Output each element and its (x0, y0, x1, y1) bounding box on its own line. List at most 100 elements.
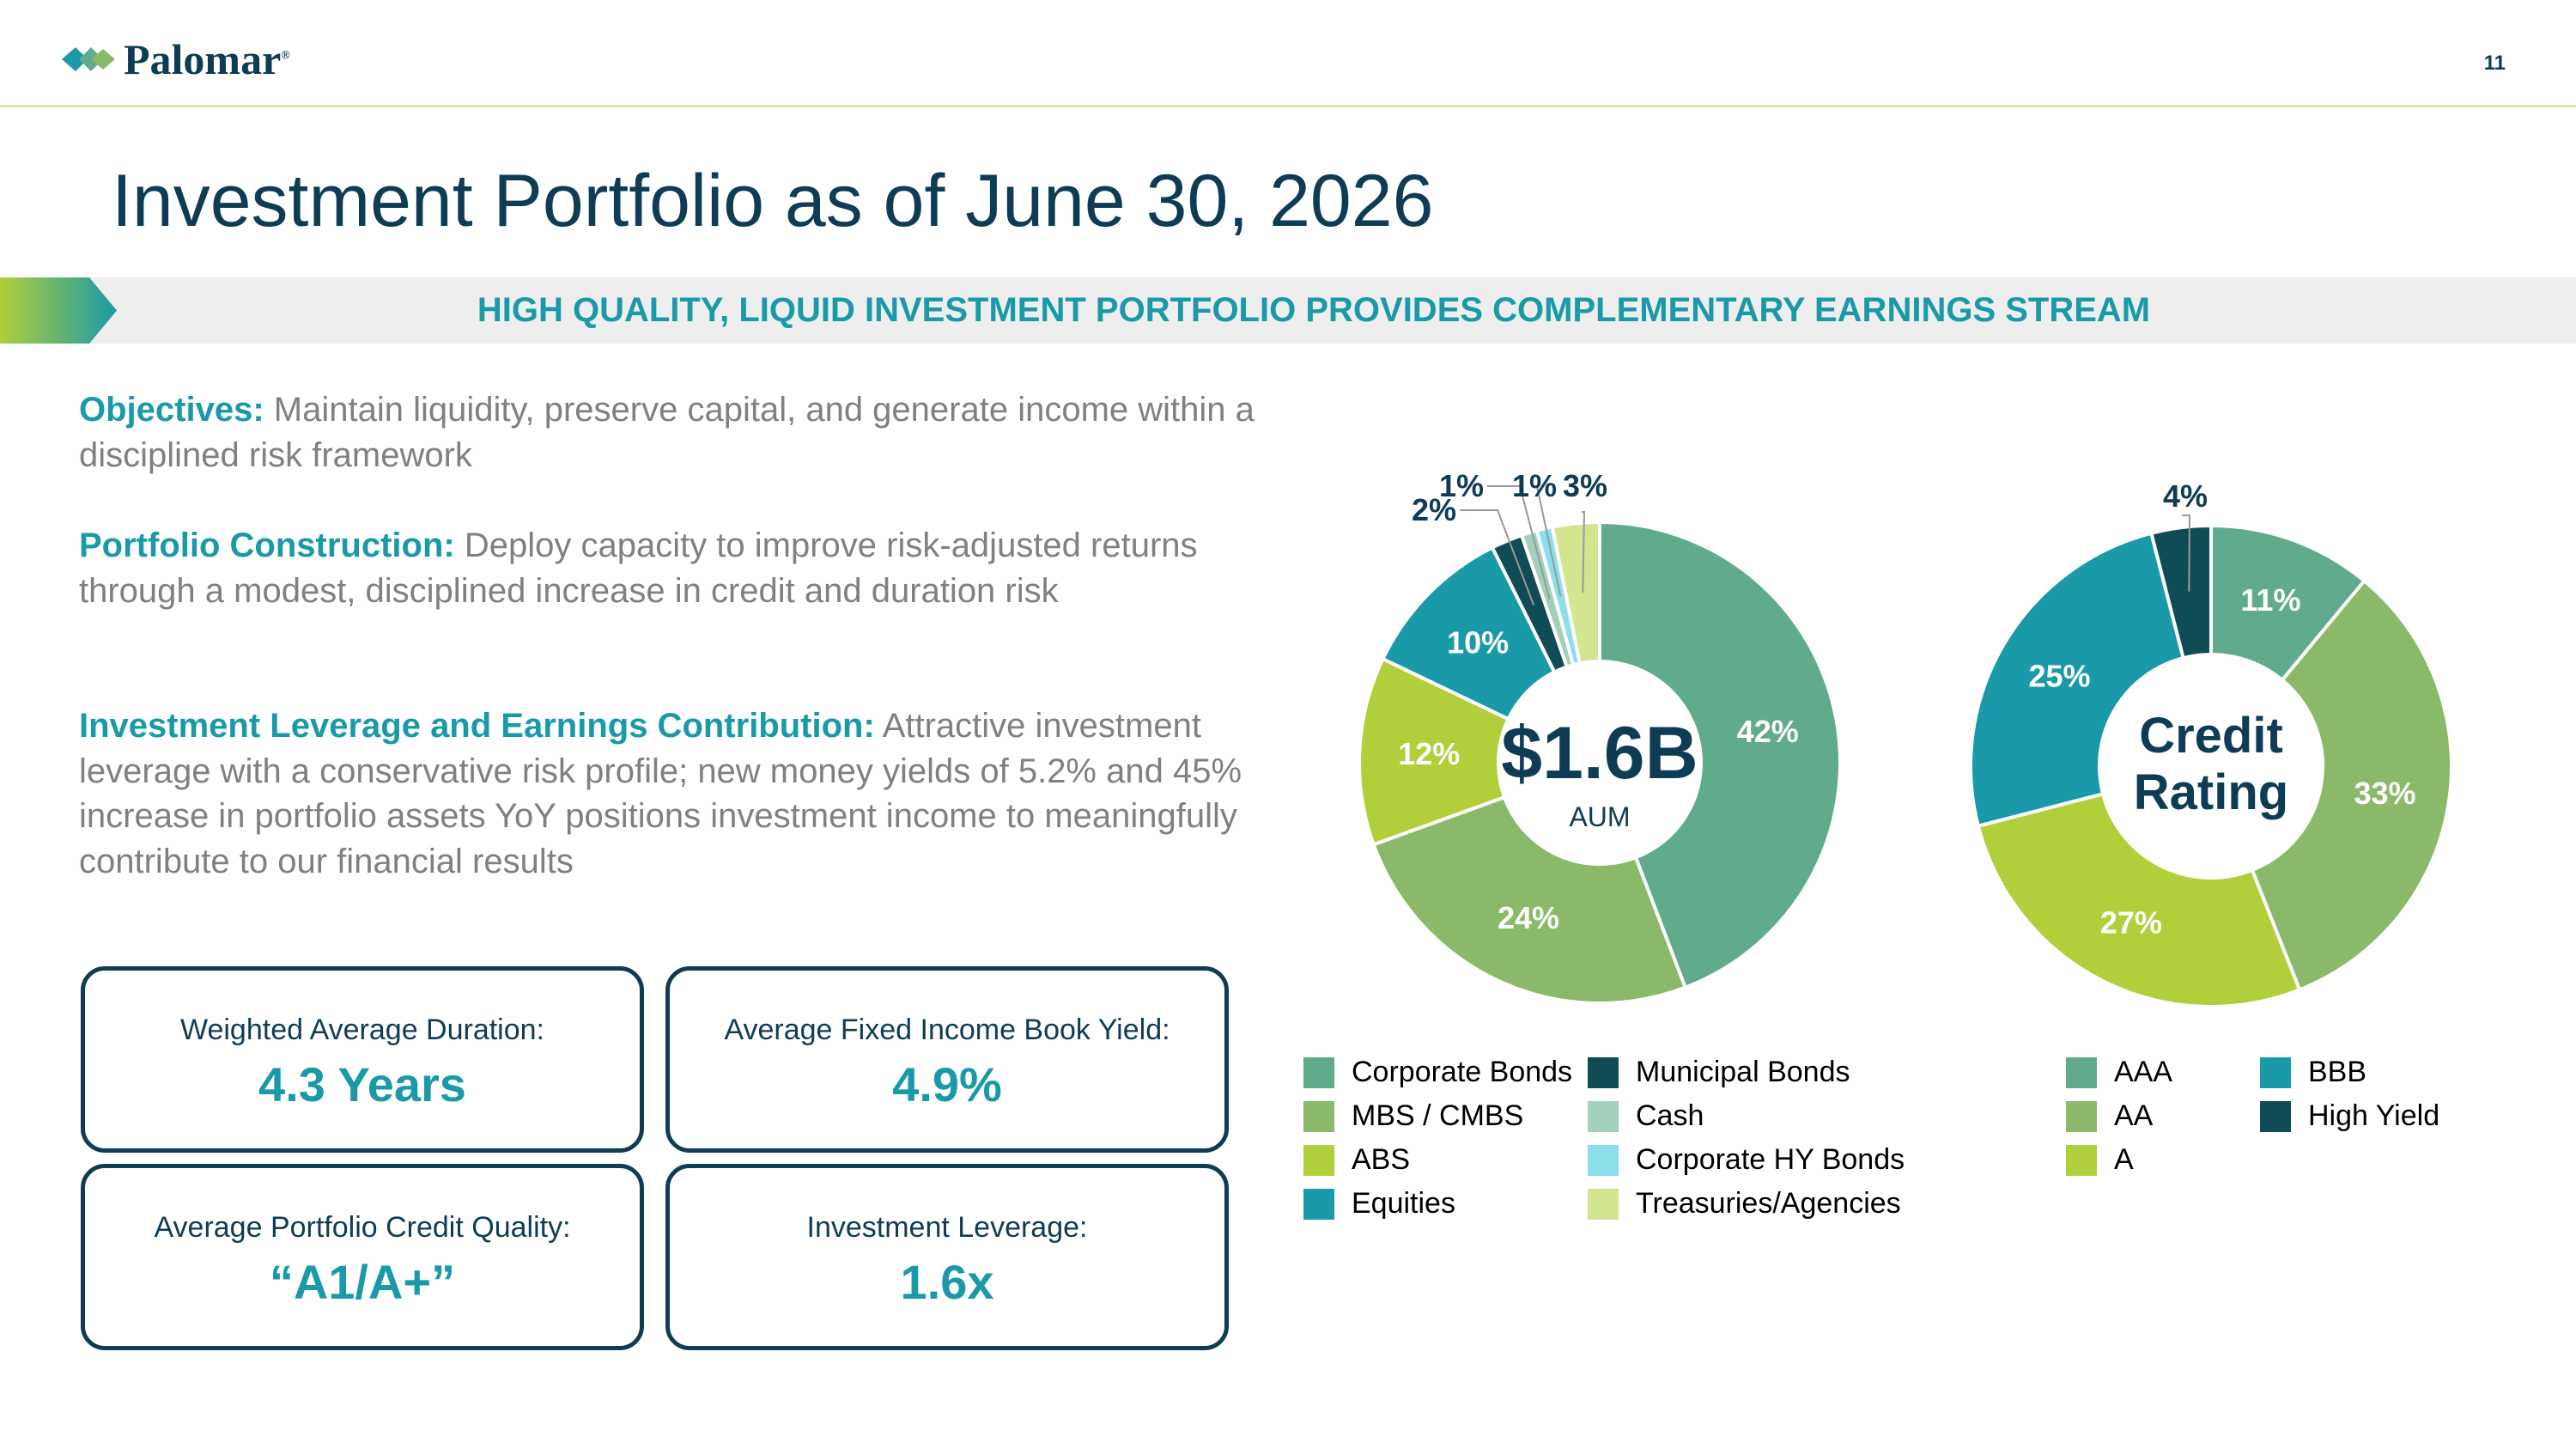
data-label-corporate-hy-bonds: 1% (1512, 468, 1557, 503)
kpi-duration-value: 4.3 Years (258, 1057, 466, 1111)
legend-label: Corporate Bonds (1352, 1056, 1573, 1088)
legend-item-aaa: AAA (2066, 1056, 2172, 1089)
legend-label: MBS / CMBS (1352, 1099, 1524, 1132)
legend-label: AA (2114, 1099, 2154, 1132)
leader-line-high-yield (2182, 514, 2191, 592)
legend-swatch (1588, 1100, 1619, 1132)
legend-item-municipal-bonds: Municipal Bonds (1588, 1056, 1850, 1089)
slice-aa (2250, 578, 2453, 992)
investment-leverage-heading: Investment Leverage and Earnings Contrib… (79, 707, 875, 745)
legend-label: A (2114, 1143, 2134, 1176)
data-label-cash: 1% (1439, 468, 1484, 503)
leader-line-cash (1487, 485, 1551, 600)
kpi-credit-quality-value: “A1/A+” (269, 1255, 456, 1309)
legend-label: BBB (2308, 1056, 2367, 1088)
legend-item-bbb: BBB (2260, 1056, 2366, 1089)
slice-a (1976, 791, 2302, 1008)
legend-swatch (2066, 1100, 2097, 1132)
legend-swatch (1588, 1056, 1619, 1088)
legend-swatch (2066, 1144, 2097, 1176)
leader-line-corporate-hy-bonds (1531, 485, 1562, 597)
legend-swatch (1303, 1188, 1334, 1220)
data-label-high-yield: 4% (2163, 478, 2208, 514)
slice-corporate-bonds (1598, 520, 1842, 990)
legend-item-equities: Equities (1303, 1187, 1455, 1221)
banner-text: HIGH QUALITY, LIQUID INVESTMENT PORTFOLI… (477, 291, 2151, 329)
banner-arrow-icon (0, 277, 117, 344)
legend-label: Cash (1636, 1099, 1704, 1132)
kpi-investment-leverage-label: Investment Leverage: (806, 1211, 1088, 1244)
page-title: Investment Portfolio as of June 30, 2026 (112, 160, 1434, 242)
subtitle-banner: HIGH QUALITY, LIQUID INVESTMENT PORTFOLI… (0, 277, 2576, 344)
investment-leverage-paragraph: Investment Leverage and Earnings Contrib… (79, 703, 1264, 884)
kpi-book-yield-value: 4.9% (892, 1057, 1002, 1111)
kpi-book-yield-label: Average Fixed Income Book Yield: (724, 1014, 1170, 1046)
slice-bbb (1969, 531, 2186, 829)
portfolio-construction-paragraph: Portfolio Construction: Deploy capacity … (79, 523, 1264, 613)
data-label-mbs-cmbs: 24% (1498, 900, 1559, 935)
legend-item-abs: ABS (1303, 1143, 1410, 1177)
legend-item-corporate-bonds: Corporate Bonds (1303, 1056, 1572, 1089)
legend-swatch (1303, 1144, 1334, 1176)
legend-label: High Yield (2308, 1099, 2440, 1132)
legend-item-treasuries-agencies: Treasuries/Agencies (1588, 1187, 1901, 1221)
slice-equities (1380, 545, 1557, 721)
data-label-municipal-bonds: 2% (1412, 492, 1456, 527)
slice-mbs-cmbs (1371, 795, 1688, 1005)
data-label-a: 27% (2100, 905, 2162, 941)
slice-treasuries-agencies (1550, 520, 1601, 666)
objectives-heading: Objectives: (79, 391, 264, 429)
palomar-logo: Palomar® (62, 34, 290, 84)
slice-abs (1357, 656, 1511, 847)
data-label-corporate-bonds: 42% (1737, 714, 1799, 749)
legend-label: Corporate HY Bonds (1636, 1143, 1905, 1176)
legend-swatch (2260, 1056, 2291, 1088)
legend-swatch (2066, 1056, 2097, 1088)
legend-label: Treasuries/Agencies (1636, 1187, 1901, 1220)
slice-high-yield (2148, 523, 2213, 661)
kpi-duration-label: Weighted Average Duration: (179, 1014, 545, 1046)
legend-swatch (2260, 1100, 2291, 1132)
legend-swatch (1303, 1100, 1334, 1132)
legend-item-corporate-hy-bonds: Corporate HY Bonds (1588, 1143, 1905, 1177)
legend-item-high-yield: High Yield (2260, 1099, 2439, 1133)
page-number: 11 (2483, 52, 2506, 75)
credit-center-label-line: Credit (2139, 708, 2283, 764)
kpi-credit-quality-card: Average Portfolio Credit Quality: “A1/A+… (81, 1164, 644, 1350)
aum-center-label: AUM (1569, 801, 1630, 832)
kpi-duration-card: Weighted Average Duration: 4.3 Years (81, 966, 644, 1153)
legend-label: AAA (2114, 1056, 2173, 1088)
legend-swatch (1303, 1056, 1334, 1088)
legend-item-cash: Cash (1588, 1099, 1704, 1133)
portfolio-construction-text: Deploy capacity to improve risk-adjusted… (79, 527, 1198, 610)
credit-center-label-line: Rating (2134, 764, 2288, 820)
aum-center-value: $1.6B (1501, 712, 1698, 795)
data-label-treasuries-agencies: 3% (1563, 468, 1607, 503)
legend-item-mbs-cmbs: MBS / CMBS (1303, 1099, 1523, 1133)
header-divider (0, 105, 2576, 107)
legend-item-aa: AA (2066, 1099, 2153, 1133)
kpi-credit-quality-label: Average Portfolio Credit Quality: (154, 1211, 571, 1244)
investment-leverage-text: Attractive investment leverage with a co… (79, 707, 1242, 880)
data-label-aaa: 11% (2240, 582, 2300, 618)
legend-swatch (1588, 1188, 1619, 1220)
brand-name: Palomar (124, 35, 282, 83)
legend-label: ABS (1352, 1143, 1411, 1176)
kpi-investment-leverage-card: Investment Leverage: 1.6x (665, 1164, 1229, 1350)
data-label-bbb: 25% (2029, 659, 2091, 694)
legend-swatch (1588, 1144, 1619, 1176)
palomar-logo-icon (62, 47, 115, 71)
legend-item-a: A (2066, 1143, 2134, 1177)
leader-line-treasuries-agencies (1582, 511, 1586, 593)
legend-label: Municipal Bonds (1636, 1056, 1850, 1088)
data-label-aa: 33% (2354, 776, 2415, 811)
leader-line-municipal-bonds (1460, 509, 1535, 606)
kpi-investment-leverage-value: 1.6x (900, 1255, 994, 1309)
objectives-paragraph: Objectives: Maintain liquidity, preserve… (79, 387, 1264, 478)
data-label-abs: 12% (1398, 736, 1460, 771)
kpi-book-yield-card: Average Fixed Income Book Yield: 4.9% (665, 966, 1229, 1153)
brand-registered-mark: ® (281, 49, 290, 63)
